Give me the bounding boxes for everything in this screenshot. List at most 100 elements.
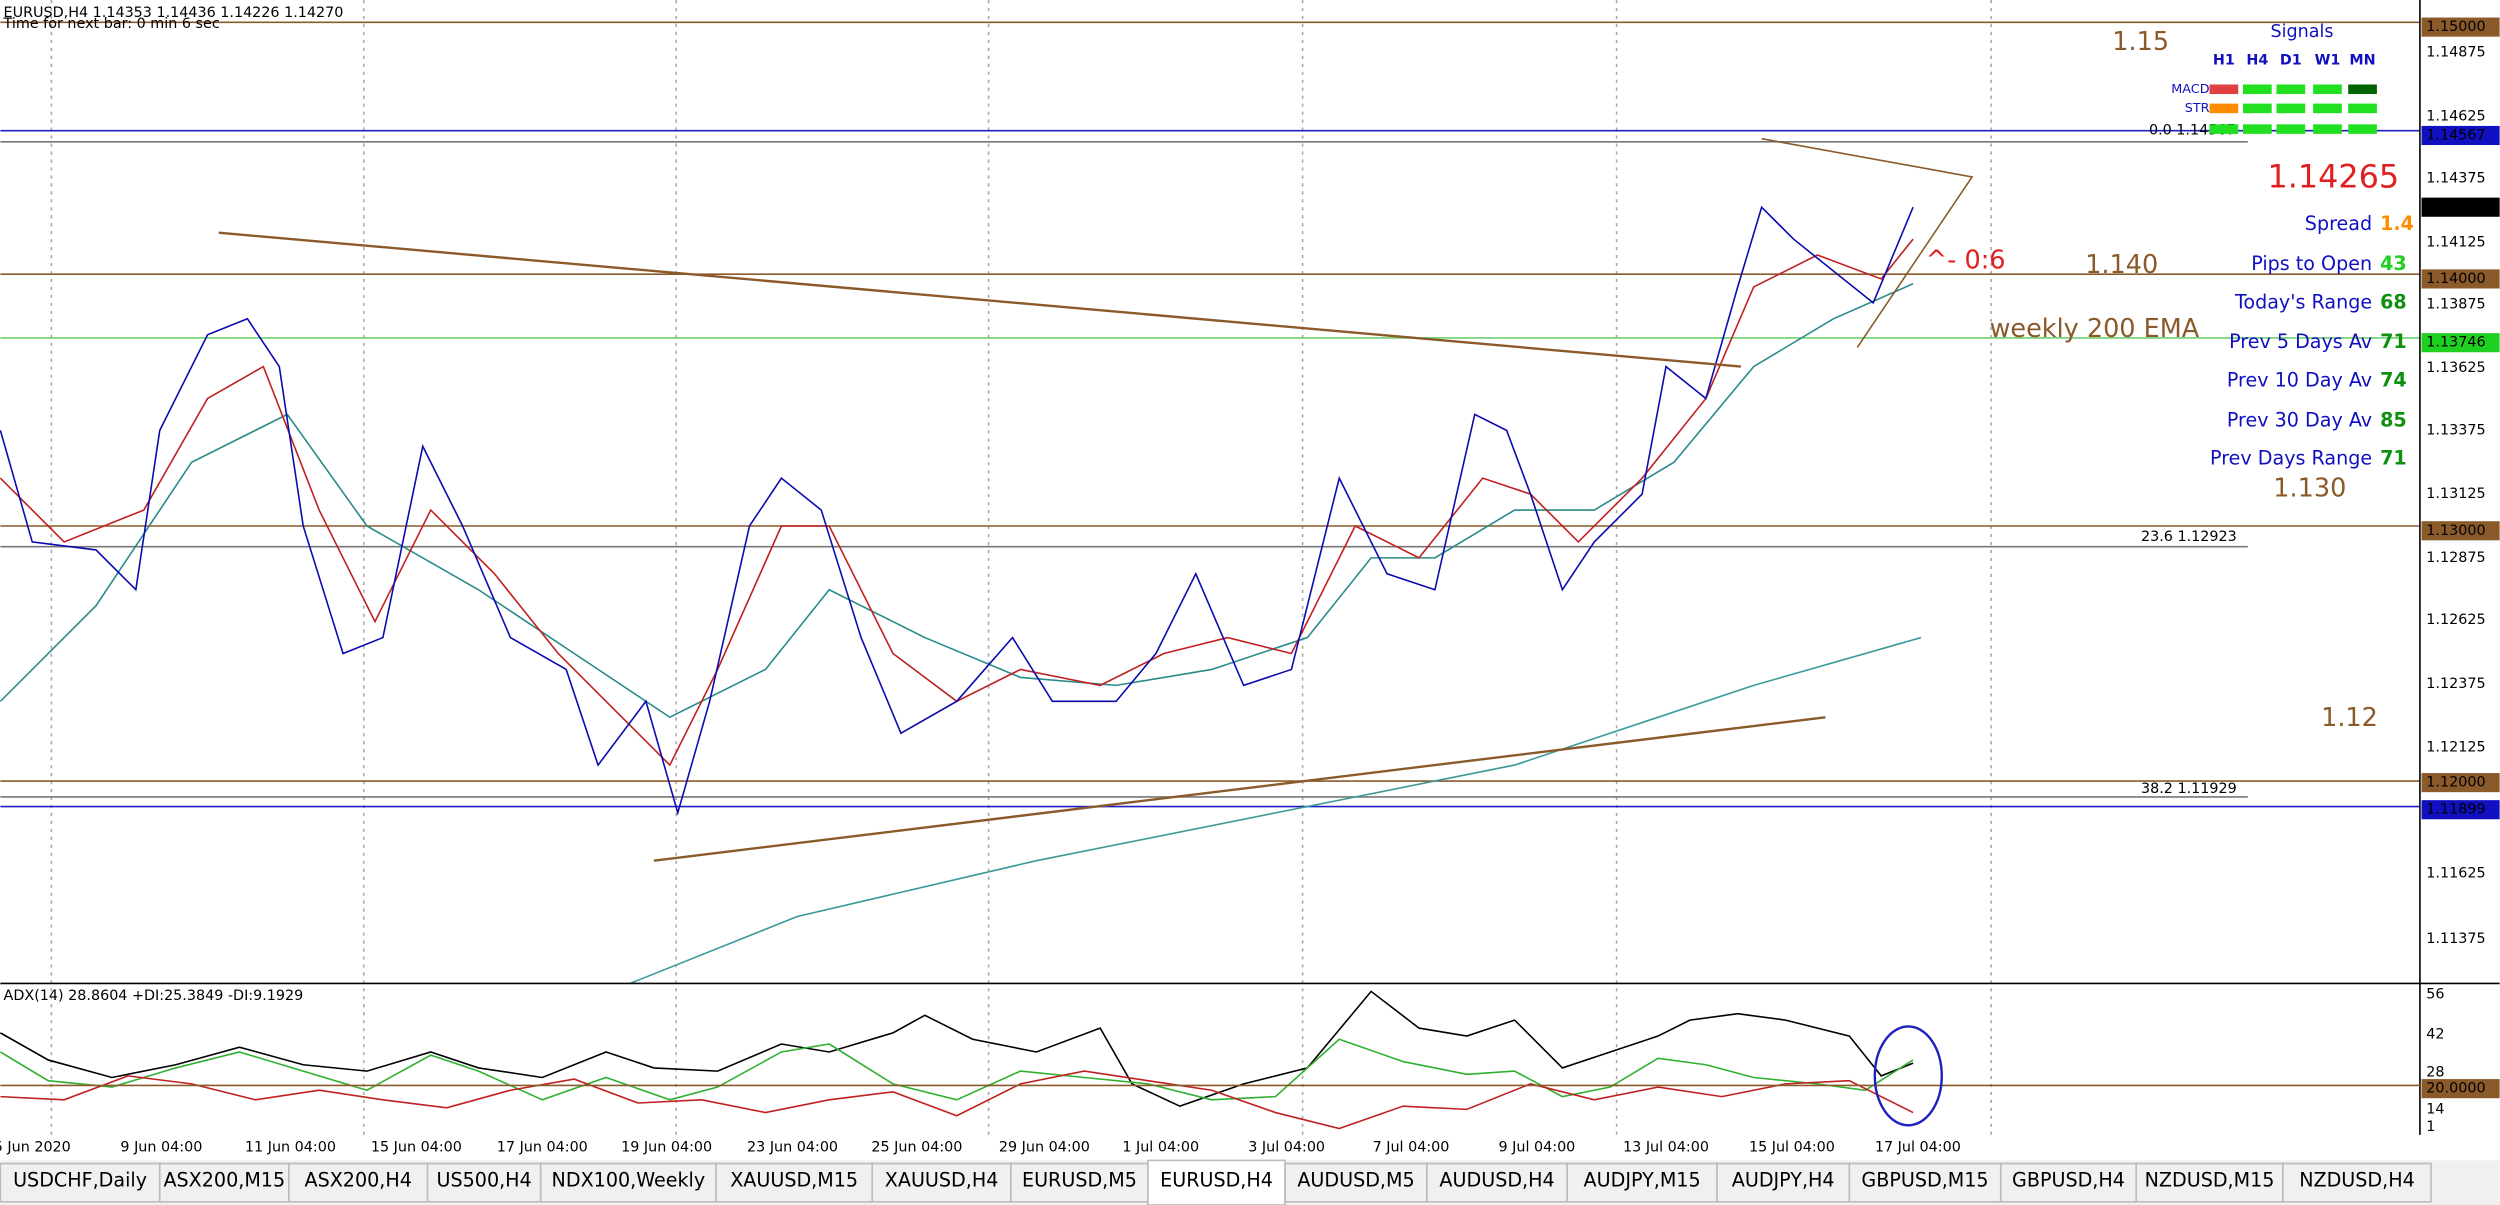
level-label: 1.130 [2273, 473, 2346, 503]
price-tag: 1.14000 [2426, 271, 2485, 287]
tab-label[interactable]: EURUSD,H4 [1160, 1169, 1273, 1192]
signal-cell [2276, 124, 2306, 134]
time-label: 17 Jul 04:00 [1875, 1140, 1961, 1156]
timeframe: D1 [2280, 53, 2302, 69]
price-tag: 1.14270 [2426, 199, 2485, 215]
signal-cell [2276, 103, 2306, 114]
symbol-info: EURUSD,H4 1.14353 1.14436 1.14226 1.1427… [4, 5, 344, 21]
info-value: 43 [2380, 252, 2407, 275]
tab-label[interactable]: XAUUSD,M15 [730, 1169, 858, 1192]
info-value: 85 [2380, 408, 2407, 431]
tab-label[interactable]: ASX200,M15 [163, 1169, 285, 1192]
v-grid [50, 0, 1992, 1135]
signal-cell [2243, 124, 2272, 134]
info-label: Prev Days Range [2210, 447, 2372, 470]
signal-cell [2313, 124, 2342, 134]
time-label: 3 Jul 04:00 [1248, 1140, 1325, 1156]
tab[interactable] [539, 1162, 717, 1203]
price-label: 1.12625 [2426, 612, 2485, 628]
tab[interactable] [2282, 1162, 2432, 1203]
time-label: 17 Jun 04:00 [497, 1140, 588, 1156]
tab-label[interactable]: USDCHF,Daily [13, 1169, 147, 1192]
price-label: 1.14875 [2426, 45, 2485, 61]
level-label: 1.140 [2085, 250, 2158, 280]
tab[interactable] [288, 1162, 429, 1203]
price-tag-bg [2421, 521, 2500, 541]
price-tag: 1.15000 [2426, 19, 2485, 35]
level-label: 1.15 [2112, 27, 2169, 57]
tab[interactable] [871, 1162, 1012, 1203]
adx-label: ADX(14) 28.8604 +DI:25.3849 -DI:9.1929 [4, 988, 304, 1004]
tab[interactable] [0, 1162, 161, 1203]
price-lines [0, 137, 1974, 985]
tab-label[interactable]: GBPUSD,M15 [1861, 1169, 1988, 1192]
price-label: 1.13625 [2426, 360, 2485, 376]
level-label: 1.12 [2321, 703, 2378, 733]
signal-cell [2243, 103, 2272, 114]
info-label: Spread [2305, 212, 2372, 235]
tab-label[interactable]: AUDUSD,H4 [1439, 1169, 1554, 1192]
price-label: 1.13125 [2426, 486, 2485, 502]
price-tag: 1.12000 [2426, 775, 2485, 791]
price-label: 1.13375 [2426, 422, 2485, 438]
adx-lines [0, 990, 2420, 1130]
signals-panel: H1 H4 D1 W1 MN MACD STR [2171, 53, 2377, 134]
price-tag-bg [2421, 333, 2500, 353]
tab[interactable] [1716, 1162, 1851, 1203]
price-tag-bg [2421, 197, 2500, 217]
adx-tag: 20.0000 [2426, 1081, 2485, 1097]
time-label: 13 Jul 04:00 [1623, 1140, 1709, 1156]
tab[interactable] [1566, 1162, 1718, 1203]
signal-cell [2313, 84, 2342, 95]
time-label: 5 Jun 2020 [0, 1140, 71, 1156]
adx-label: 1 [2426, 1119, 2435, 1135]
fib-label: 23.6 1.12923 [2141, 529, 2237, 545]
price-tag: 1.14567 [2426, 127, 2485, 143]
tab[interactable] [1848, 1162, 2002, 1203]
signal-cell [2276, 84, 2306, 95]
info-label: Today's Range [2234, 290, 2372, 313]
info-panel: Spread 1.4 Pips to Open 43 Today's Range 68 Pr… [2210, 212, 2414, 469]
price-label: 1.12875 [2426, 550, 2485, 566]
tab-label[interactable]: GBPUSD,H4 [2012, 1169, 2125, 1192]
tab-label[interactable]: ASX200,H4 [305, 1169, 412, 1192]
tab-label[interactable]: NZDUSD,H4 [2299, 1169, 2415, 1192]
tab[interactable] [1999, 1162, 2138, 1203]
tab-label[interactable]: AUDJPY,H4 [1732, 1169, 1835, 1192]
time-axis: 5 Jun 2020 9 Jun 04:00 11 Jun 04:00 15 Jun … [0, 1140, 1961, 1156]
price-label: 1.11375 [2426, 931, 2485, 947]
adx-label: 28 [2426, 1065, 2444, 1081]
price-tags: 1.15000 1.14567 1.14270 1.14000 1.13746 1.130… [2421, 17, 2500, 820]
ema-label: weekly 200 EMA [1990, 314, 2200, 344]
signal-cell [2348, 84, 2377, 95]
time-label: 15 Jun 04:00 [371, 1140, 462, 1156]
info-value: 71 [2380, 330, 2407, 353]
tab-label[interactable]: NDX100,Weekly [552, 1169, 706, 1192]
tab[interactable] [426, 1162, 542, 1203]
signal-cell [2209, 124, 2239, 134]
tab-label[interactable]: US500,H4 [437, 1169, 532, 1192]
signal-cell [2313, 103, 2342, 114]
info-value: 68 [2380, 290, 2407, 313]
tab-label[interactable]: XAUUSD,H4 [885, 1169, 999, 1192]
adx-label: 42 [2426, 1026, 2444, 1042]
time-label: 11 Jun 04:00 [245, 1140, 336, 1156]
time-label: 9 Jun 04:00 [120, 1140, 202, 1156]
tab[interactable] [1147, 1159, 1286, 1205]
tab[interactable] [2135, 1162, 2284, 1203]
time-label: 9 Jul 04:00 [1498, 1140, 1575, 1156]
price-label: 1.14375 [2426, 171, 2485, 187]
tab[interactable] [715, 1162, 874, 1203]
tab-label[interactable]: AUDJPY,M15 [1584, 1169, 1701, 1192]
price-label: 1.12375 [2426, 676, 2485, 692]
tab-label[interactable]: NZDUSD,M15 [2145, 1169, 2275, 1192]
adx-label: 14 [2426, 1101, 2444, 1117]
timeframe: H4 [2246, 53, 2268, 69]
tab-label[interactable]: EURUSD,M5 [1022, 1169, 1137, 1192]
info-label: Prev 5 Days Av [2229, 330, 2372, 353]
price-tag-bg [2421, 125, 2500, 146]
time-label: 29 Jun 04:00 [999, 1140, 1090, 1156]
tab[interactable] [1426, 1162, 1568, 1203]
tab-label[interactable]: AUDUSD,M5 [1297, 1169, 1414, 1192]
